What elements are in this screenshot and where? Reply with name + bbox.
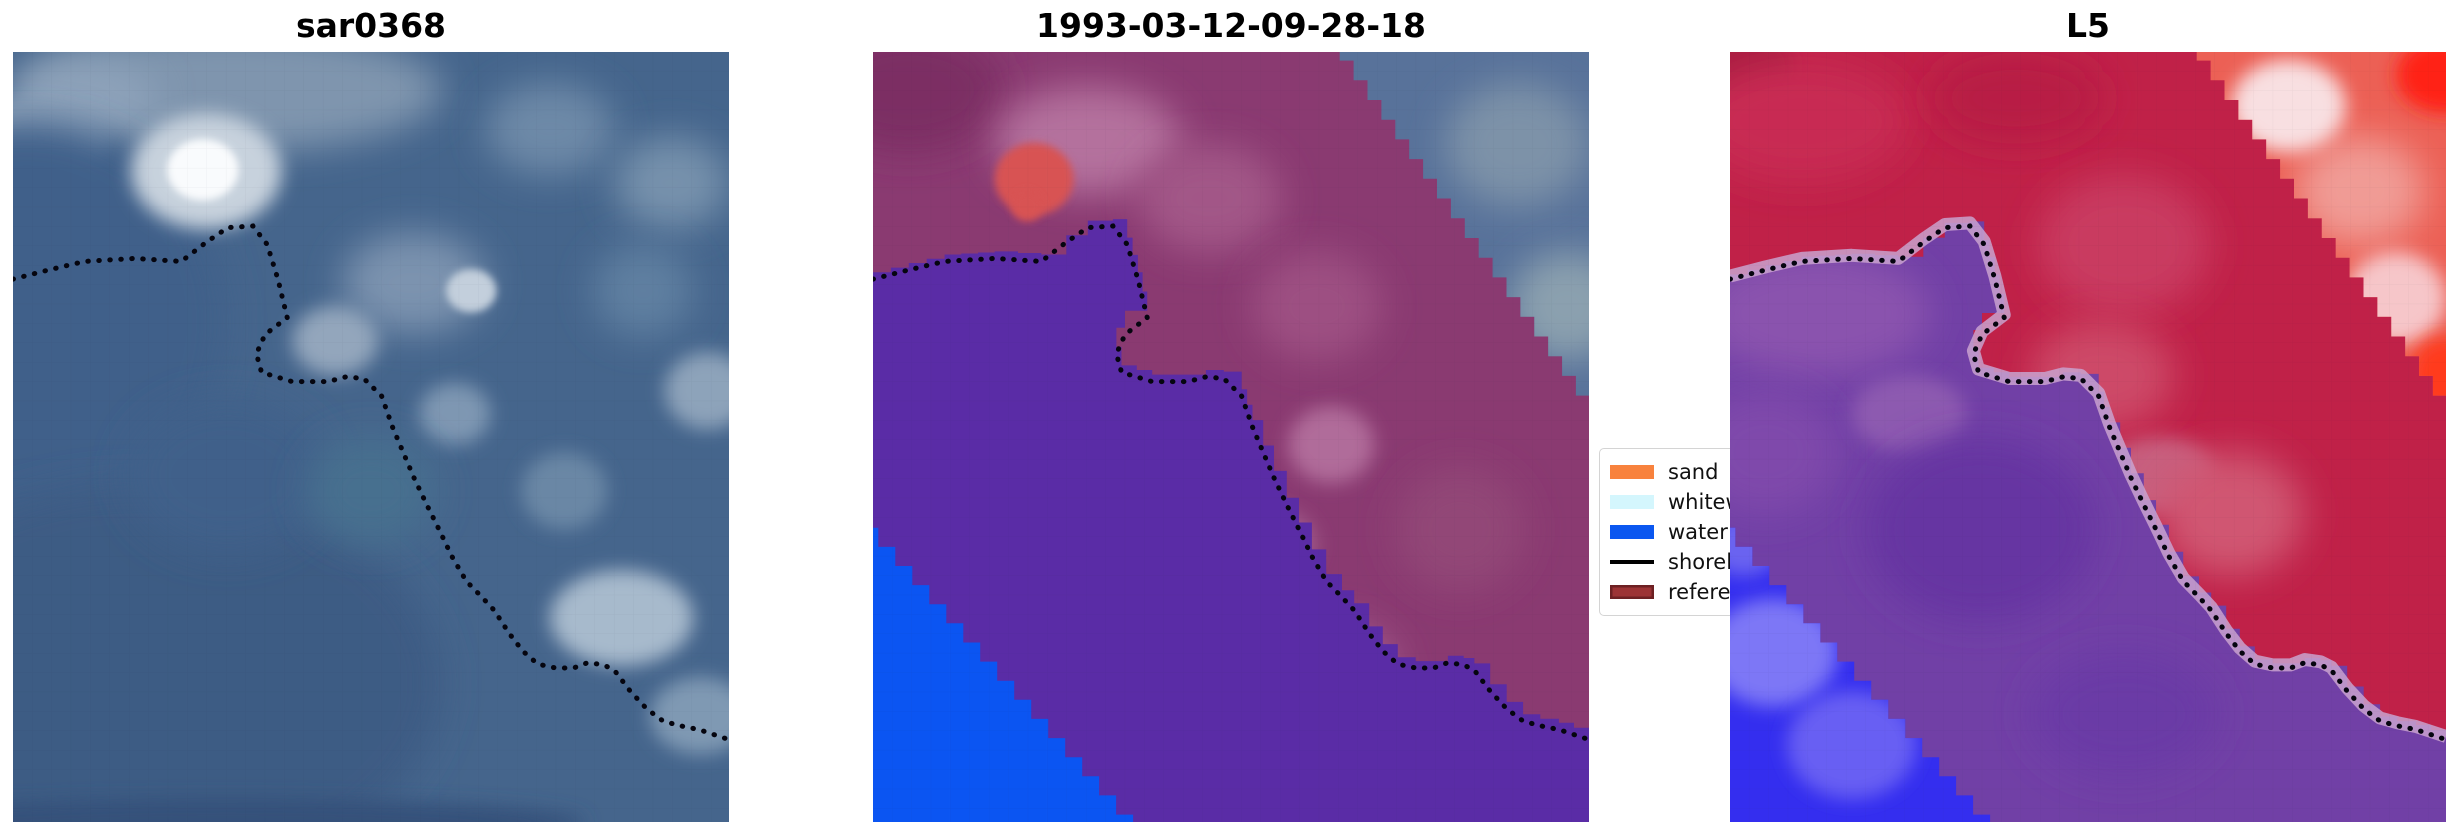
panel-title-sar0368: sar0368 <box>295 6 447 45</box>
legend-item-sand: sand <box>1610 457 1838 487</box>
panel-l5 <box>1730 52 2446 822</box>
panel-title-date: 1993-03-12-09-28-18 <box>1036 6 1426 45</box>
legend-swatch-whitewater <box>1610 495 1654 509</box>
legend-item-water: water <box>1610 517 1838 547</box>
legend-label: water <box>1668 519 1728 544</box>
legend-swatch-shoreline <box>1610 560 1654 564</box>
panel-title-l5: L5 <box>2066 6 2110 45</box>
panel-sar0368 <box>13 52 729 822</box>
legend-swatch-sand <box>1610 465 1654 479</box>
sar-image <box>13 52 729 822</box>
legend-label: sand <box>1668 459 1719 484</box>
legend-swatch-reference <box>1610 585 1654 599</box>
l5-image <box>1730 52 2446 822</box>
classified-image <box>873 52 1589 822</box>
panel-classified-1993-03-12 <box>873 52 1589 822</box>
legend-swatch-water <box>1610 525 1654 539</box>
